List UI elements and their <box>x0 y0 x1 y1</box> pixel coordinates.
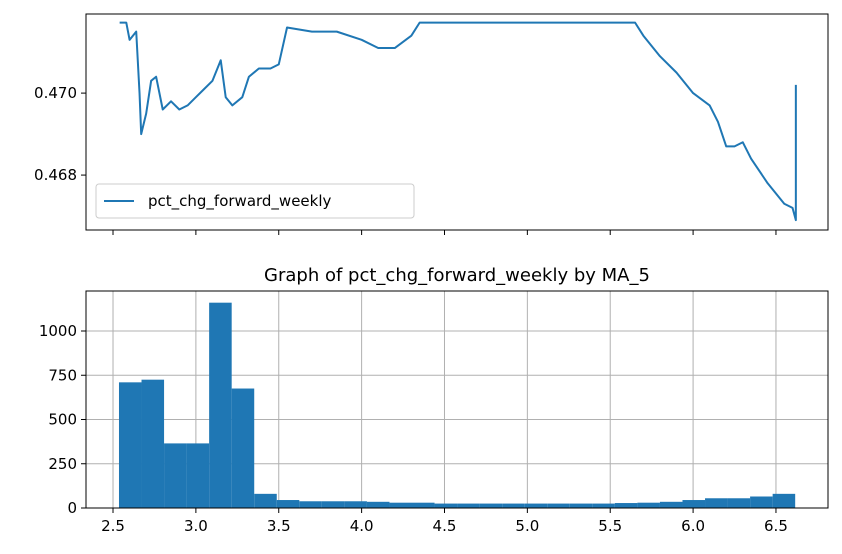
bar <box>299 501 322 508</box>
bar <box>479 503 503 508</box>
bar <box>231 388 255 508</box>
bar <box>705 498 728 508</box>
bar <box>772 493 796 508</box>
bar <box>321 501 345 508</box>
legend: pct_chg_forward_weekly <box>95 183 415 219</box>
bar <box>118 382 142 508</box>
x-tick-label: 6.0 <box>681 517 705 535</box>
axes-frame <box>85 13 829 231</box>
axes-frame <box>85 290 829 509</box>
bar <box>209 302 232 508</box>
y-tick-label: 0.468 <box>34 166 77 184</box>
x-tick-label: 2.5 <box>101 517 125 535</box>
bar <box>682 500 706 508</box>
bar <box>750 496 773 508</box>
bar <box>389 502 413 508</box>
x-tick-label: 5.0 <box>515 517 539 535</box>
bar <box>547 503 570 508</box>
bar <box>276 500 300 508</box>
y-tick-label: 0 <box>67 499 77 517</box>
bar <box>592 503 615 508</box>
bar <box>164 443 187 508</box>
x-tick-label: 3.5 <box>267 517 291 535</box>
bar <box>186 443 210 508</box>
x-tick-label: 3.0 <box>184 517 208 535</box>
bar <box>254 493 277 508</box>
bar <box>502 503 525 508</box>
bar <box>614 503 638 508</box>
x-tick-label: 5.5 <box>598 517 622 535</box>
bar <box>344 501 367 508</box>
bar <box>524 503 548 508</box>
line <box>119 21 797 222</box>
bar <box>727 498 751 508</box>
bar <box>659 501 683 508</box>
x-tick-label: 6.5 <box>764 517 788 535</box>
bar <box>366 501 390 508</box>
y-tick-label: 0.470 <box>34 84 77 102</box>
x-tick-label: 4.0 <box>350 517 374 535</box>
bar <box>412 502 435 508</box>
bar <box>457 503 480 508</box>
chart-title: Graph of pct_chg_forward_weekly by MA_5 <box>264 265 650 286</box>
legend-frame <box>95 183 415 219</box>
bar <box>569 503 593 508</box>
y-tick-label: 500 <box>48 411 77 429</box>
y-tick-label: 250 <box>48 455 77 473</box>
bar <box>637 502 660 508</box>
x-tick-label: 4.5 <box>433 517 457 535</box>
bar <box>434 503 458 508</box>
y-tick-label: 750 <box>48 366 77 384</box>
legend-label: pct_chg_forward_weekly <box>148 192 332 211</box>
y-tick-label: 1000 <box>39 322 77 340</box>
bar <box>141 379 165 508</box>
